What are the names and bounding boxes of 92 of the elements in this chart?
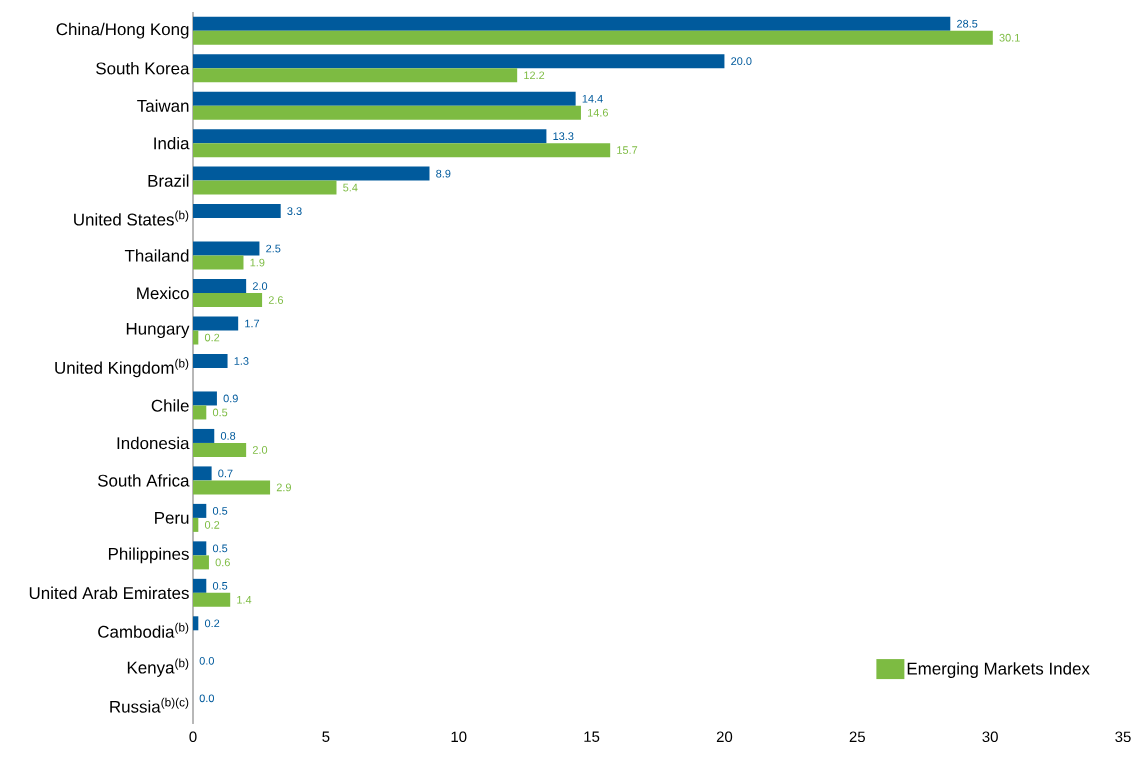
y-tick-label: Hungary <box>126 322 190 339</box>
data-label: 0.5 <box>212 581 228 590</box>
data-label: 20.0 <box>731 57 752 66</box>
data-label: 2.0 <box>252 282 268 290</box>
y-tick-label: India <box>154 136 190 150</box>
data-label: 0.5 <box>212 544 228 553</box>
data-label: 0.8 <box>220 432 236 440</box>
data-label: 2.5 <box>266 244 281 253</box>
y-tick-label: China/Hong Kong <box>56 22 189 39</box>
y-tick-label: United Arab Emirates <box>29 586 189 600</box>
bar <box>193 480 271 495</box>
bar <box>193 255 244 270</box>
bar <box>193 442 247 457</box>
bar <box>193 405 207 420</box>
bar <box>193 68 518 83</box>
data-label: 1.3 <box>234 357 249 365</box>
data-label: 0.7 <box>218 469 233 478</box>
bar <box>193 279 247 294</box>
x-tick-label: 10 <box>451 731 467 743</box>
data-label: 12.2 <box>524 71 545 80</box>
data-label: 0.2 <box>204 521 220 529</box>
y-tick-label: Philippines <box>108 547 189 564</box>
bar <box>193 616 199 631</box>
bar <box>193 316 239 331</box>
bar <box>193 578 207 593</box>
bar <box>193 466 212 481</box>
bar <box>193 204 281 219</box>
data-label: 3.3 <box>287 207 302 215</box>
legend-label: Emerging Markets Index <box>907 662 1090 678</box>
y-tick-label: Chile <box>151 399 189 412</box>
bar <box>193 428 215 443</box>
data-label: 13.3 <box>553 132 574 141</box>
y-tick-label: Russia$^{(b)(c)}$ <box>110 697 189 713</box>
bar <box>193 391 217 406</box>
y-tick-label: Cambodia$^{(b)}$ <box>98 622 189 638</box>
x-tick-label: 5 <box>322 731 330 742</box>
bar <box>193 330 199 345</box>
bar <box>193 541 207 556</box>
data-label: 0.2 <box>204 333 220 342</box>
data-label: 0.0 <box>199 656 214 665</box>
bar <box>193 16 951 31</box>
bar <box>193 503 207 518</box>
data-label: 0.9 <box>223 394 238 403</box>
bar <box>193 105 581 120</box>
data-label: 0.0 <box>199 694 214 703</box>
x-tick-label: 0 <box>189 731 197 743</box>
y-tick-label: Kenya$^{(b)}$ <box>127 658 189 677</box>
y-tick-label: Mexico <box>137 286 189 300</box>
data-label: 14.6 <box>587 108 608 117</box>
y-tick-label: South Korea <box>96 61 190 75</box>
bar <box>193 166 430 181</box>
x-tick-label: 15 <box>584 731 600 742</box>
bar <box>193 241 260 256</box>
data-label: 30.1 <box>999 33 1020 42</box>
data-label: 2.6 <box>268 296 284 304</box>
data-label: 15.7 <box>617 146 638 154</box>
bar <box>193 91 576 106</box>
x-tick-label: 20 <box>716 731 733 743</box>
y-tick-label: Brazil <box>148 174 189 187</box>
bar <box>193 293 263 308</box>
bar <box>193 129 547 144</box>
y-tick-label: South Africa <box>98 474 190 487</box>
data-label: 0.6 <box>215 558 230 567</box>
data-label: 0.5 <box>212 507 228 515</box>
bar <box>193 555 209 570</box>
data-label: 14.4 <box>582 94 603 103</box>
x-tick-label: 25 <box>849 731 865 743</box>
x-tick-label: 30 <box>982 731 998 743</box>
bar <box>193 353 228 368</box>
data-label: 0.5 <box>212 408 228 417</box>
bar <box>193 180 337 195</box>
data-label: 1.9 <box>250 258 265 267</box>
y-tick-label: United States$^{(b)}$ <box>74 210 189 226</box>
data-label: 0.2 <box>204 619 220 628</box>
x-tick-label: 35 <box>1115 731 1131 743</box>
y-tick-label: Indonesia <box>117 436 190 450</box>
data-label: 5.4 <box>343 183 358 192</box>
bar <box>193 592 231 607</box>
bar <box>193 30 993 45</box>
y-tick-label: United Kingdom$^{(b)}$ <box>55 358 189 378</box>
y-tick-label: Taiwan <box>137 99 189 112</box>
data-label: 8.9 <box>436 169 451 178</box>
data-label: 28.5 <box>957 19 978 28</box>
y-tick-label: Peru <box>155 511 189 524</box>
bar <box>193 143 611 158</box>
bar <box>193 54 725 69</box>
y-tick-label: Thailand <box>124 249 189 262</box>
data-label: 2.9 <box>276 483 291 492</box>
bar <box>193 517 199 532</box>
data-label: 1.4 <box>237 596 252 604</box>
data-label: 1.7 <box>245 319 260 328</box>
data-label: 2.0 <box>252 446 268 454</box>
